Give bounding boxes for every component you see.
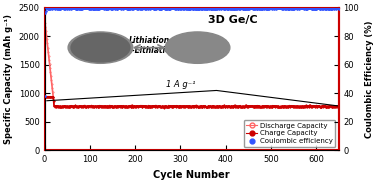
X-axis label: Cycle Number: Cycle Number [153, 170, 230, 180]
Y-axis label: Coulombic Efficiency (%): Coulombic Efficiency (%) [365, 20, 374, 138]
Y-axis label: Specific Capacity (mAh g⁻¹): Specific Capacity (mAh g⁻¹) [4, 14, 13, 144]
Circle shape [71, 33, 130, 62]
Circle shape [68, 32, 133, 63]
Text: 1 A g⁻¹: 1 A g⁻¹ [166, 80, 195, 89]
Text: Lithiation: Lithiation [129, 36, 170, 45]
Text: De-Lithiation: De-Lithiation [121, 46, 177, 55]
Circle shape [165, 32, 230, 63]
Text: 3D Ge/C: 3D Ge/C [208, 15, 258, 25]
Legend: Discharge Capacity, Charge Capacity, Coulombic efficiency: Discharge Capacity, Charge Capacity, Cou… [243, 120, 335, 147]
